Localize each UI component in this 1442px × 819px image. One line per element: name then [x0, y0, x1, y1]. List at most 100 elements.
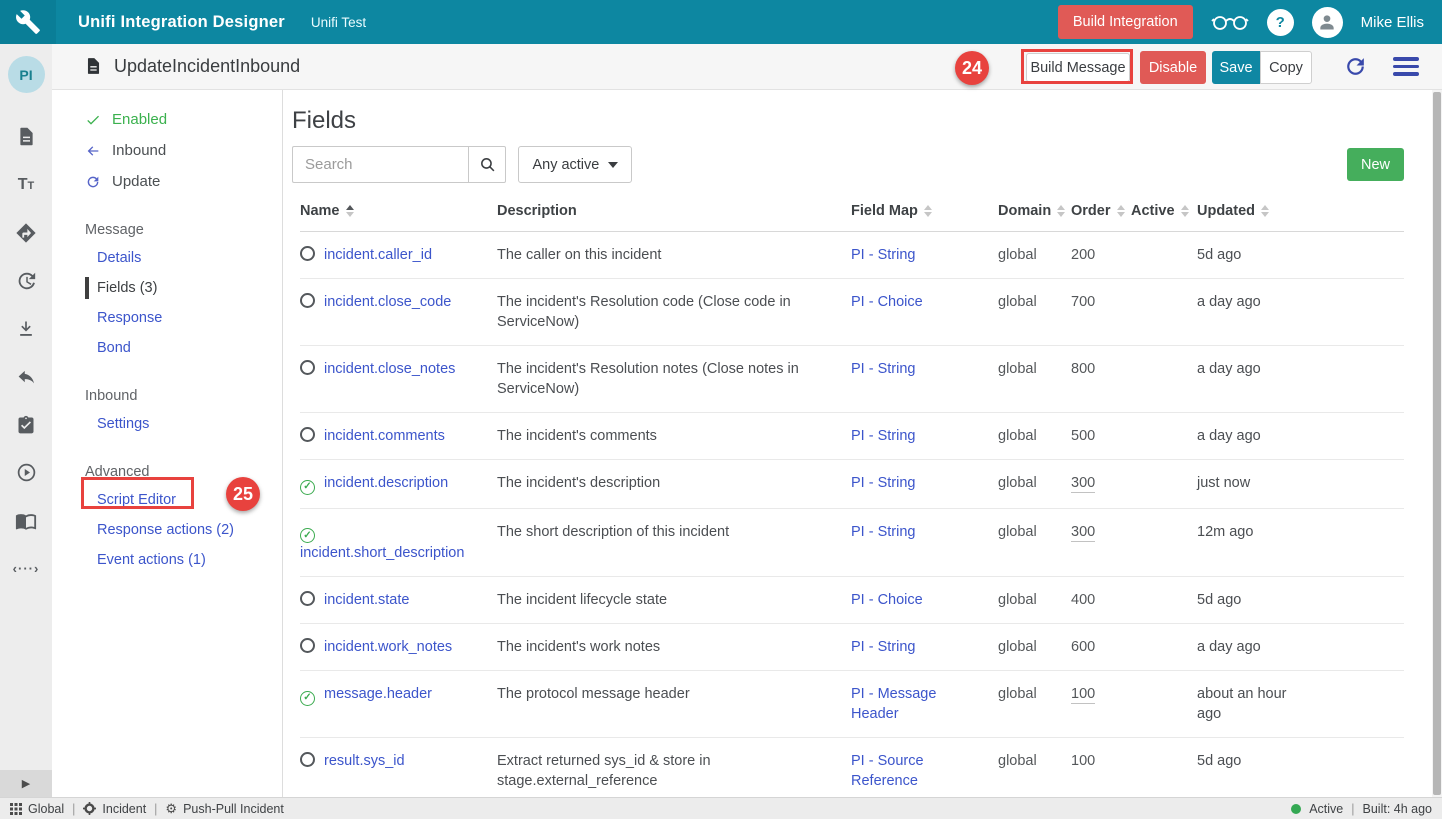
search-button[interactable] [468, 146, 506, 183]
code-icon[interactable]: ‹···› [15, 557, 38, 580]
field-map-link[interactable]: PI - Source Reference [851, 753, 924, 789]
nav-status-inbound[interactable]: Inbound [52, 135, 282, 166]
history-icon[interactable] [15, 269, 38, 292]
environment-name[interactable]: Unifi Test [311, 15, 366, 30]
table-row: incident.close_notes The incident's Reso… [300, 346, 1404, 413]
name-cell: ✓message.header [300, 684, 497, 706]
row-order[interactable]: 500 [1071, 428, 1095, 444]
column-header-order[interactable]: Order [1071, 203, 1131, 219]
document-header: UpdateIncidentInbound Build Message Disa… [52, 44, 1442, 90]
refresh-icon[interactable] [1343, 54, 1368, 79]
column-header-domain[interactable]: Domain [998, 203, 1071, 219]
statusbar-scope[interactable]: Global [10, 802, 64, 816]
task-check-icon[interactable] [15, 413, 38, 436]
field-map-link[interactable]: PI - Choice [851, 294, 923, 310]
directions-icon[interactable] [15, 221, 38, 244]
field-status-icon: ✓ [300, 528, 315, 543]
field-name-link[interactable]: incident.work_notes [324, 639, 452, 655]
nav-item-details[interactable]: Details [52, 243, 282, 273]
field-map-link[interactable]: PI - Choice [851, 592, 923, 608]
content-scrollbar[interactable] [1432, 90, 1442, 797]
field-status-icon [300, 638, 315, 653]
sidebar-expand-button[interactable]: ▶ [0, 770, 52, 797]
row-order[interactable]: 800 [1071, 361, 1095, 377]
build-integration-button[interactable]: Build Integration [1058, 5, 1193, 39]
field-name-link[interactable]: incident.close_notes [324, 361, 455, 377]
field-map-link[interactable]: PI - String [851, 639, 915, 655]
nav-item-bond[interactable]: Bond [52, 333, 282, 363]
status-dot-icon [1291, 804, 1301, 814]
field-name-link[interactable]: incident.short_description [300, 545, 464, 561]
column-header-active[interactable]: Active [1131, 203, 1197, 219]
row-updated: 5d ago [1197, 590, 1312, 610]
page-title: UpdateIncidentInbound [114, 56, 300, 77]
statusbar-integration[interactable]: ⚙ Push-Pull Incident [165, 802, 283, 816]
document-icon[interactable] [15, 125, 38, 148]
column-header-updated[interactable]: Updated [1197, 203, 1312, 219]
scrollbar-thumb[interactable] [1433, 92, 1441, 795]
sort-icon [1117, 205, 1125, 217]
text-format-icon[interactable]: TT [15, 173, 38, 196]
nav-status-enabled[interactable]: Enabled [52, 104, 282, 135]
statusbar-app[interactable]: Incident [83, 802, 146, 816]
nav-item-fields[interactable]: Fields (3) [52, 273, 282, 303]
row-order[interactable]: 300 [1071, 475, 1095, 493]
row-order[interactable]: 100 [1071, 686, 1095, 704]
row-order[interactable]: 300 [1071, 524, 1095, 542]
chevron-down-icon [608, 162, 618, 168]
field-map-link[interactable]: PI - String [851, 475, 915, 491]
name-cell: incident.close_notes [300, 359, 497, 379]
play-circle-icon[interactable] [15, 461, 38, 484]
book-icon[interactable] [15, 509, 38, 532]
field-status-icon [300, 427, 315, 442]
name-cell: ✓incident.description [300, 473, 497, 495]
field-map-link[interactable]: PI - String [851, 361, 915, 377]
field-name-link[interactable]: message.header [324, 686, 432, 702]
row-order[interactable]: 600 [1071, 639, 1095, 655]
main-content: Fields Any active New Name Description F… [283, 90, 1432, 797]
row-description: The caller on this incident [497, 245, 851, 265]
help-icon[interactable]: ? [1267, 9, 1294, 36]
row-domain: global [998, 590, 1071, 610]
nav-item-event-actions[interactable]: Event actions (1) [52, 545, 282, 575]
name-cell: incident.work_notes [300, 637, 497, 657]
user-name[interactable]: Mike Ellis [1361, 14, 1424, 31]
preview-glasses-icon[interactable] [1211, 12, 1249, 32]
column-header-description[interactable]: Description [497, 203, 851, 219]
field-name-link[interactable]: incident.caller_id [324, 247, 432, 263]
check-icon [85, 112, 101, 128]
field-map-link[interactable]: PI - String [851, 247, 915, 263]
search-input[interactable] [292, 146, 468, 183]
row-order[interactable]: 400 [1071, 592, 1095, 608]
column-header-field-map[interactable]: Field Map [851, 203, 998, 219]
nav-item-response[interactable]: Response [52, 303, 282, 333]
hamburger-menu-icon[interactable] [1393, 57, 1419, 80]
table-row: ✓incident.short_description The short de… [300, 509, 1404, 578]
active-filter-dropdown[interactable]: Any active [518, 146, 632, 183]
integration-avatar[interactable]: PI [8, 56, 45, 93]
user-avatar[interactable] [1312, 7, 1343, 38]
copy-button[interactable]: Copy [1260, 51, 1312, 84]
row-order[interactable]: 200 [1071, 247, 1095, 263]
field-name-link[interactable]: incident.description [324, 475, 448, 491]
app-logo[interactable] [0, 0, 56, 44]
field-name-link[interactable]: incident.close_code [324, 294, 451, 310]
field-map-link[interactable]: PI - String [851, 524, 915, 540]
row-order[interactable]: 100 [1071, 753, 1095, 769]
field-map-link[interactable]: PI - String [851, 428, 915, 444]
nav-item-response-actions[interactable]: Response actions (2) [52, 515, 282, 545]
row-order[interactable]: 700 [1071, 294, 1095, 310]
field-name-link[interactable]: incident.comments [324, 428, 445, 444]
field-name-link[interactable]: result.sys_id [324, 753, 405, 769]
field-map-link[interactable]: PI - Message Header [851, 686, 936, 722]
reply-icon[interactable] [15, 365, 38, 388]
nav-item-settings[interactable]: Settings [52, 409, 282, 439]
download-icon[interactable] [15, 317, 38, 340]
column-header-name[interactable]: Name [300, 203, 497, 219]
new-field-button[interactable]: New [1347, 148, 1404, 181]
sort-icon [1057, 205, 1065, 217]
nav-status-update[interactable]: Update [52, 166, 282, 197]
save-button[interactable]: Save [1212, 51, 1260, 84]
field-name-link[interactable]: incident.state [324, 592, 409, 608]
disable-button[interactable]: Disable [1140, 51, 1206, 84]
